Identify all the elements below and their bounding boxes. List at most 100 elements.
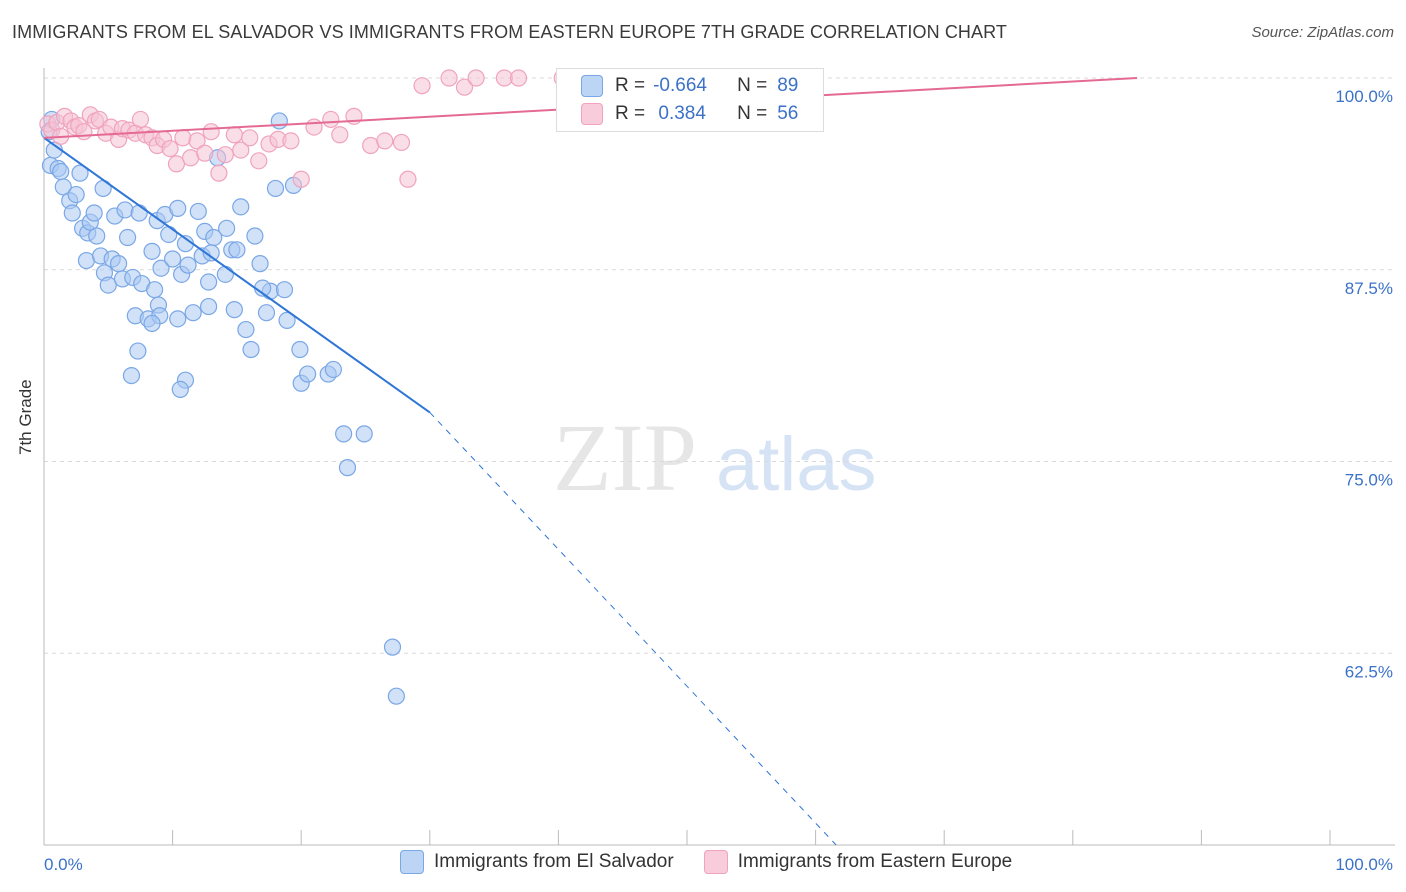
- point-el-salvador: [355, 425, 373, 443]
- point-el-salvador: [200, 273, 218, 291]
- y-axis-label: 7th Grade: [16, 379, 35, 455]
- point-el-salvador: [257, 304, 276, 322]
- point-el-salvador: [99, 276, 117, 294]
- point-el-salvador: [143, 242, 161, 260]
- point-eastern-europe: [210, 164, 228, 182]
- legend-label: Immigrants from El Salvador: [434, 851, 674, 872]
- legend-item-el-salvador[interactable]: Immigrants from El Salvador: [400, 850, 674, 874]
- point-el-salvador: [116, 201, 134, 219]
- point-el-salvador: [291, 340, 309, 359]
- trendline-el-salvador-extension: [429, 412, 837, 846]
- point-el-salvador: [228, 241, 246, 259]
- point-el-salvador: [164, 250, 182, 268]
- point-el-salvador: [169, 310, 187, 328]
- point-eastern-europe: [399, 170, 417, 188]
- point-eastern-europe: [455, 78, 474, 96]
- point-el-salvador: [299, 365, 317, 383]
- point-eastern-europe: [167, 155, 186, 173]
- stats-n-value: 89: [777, 75, 799, 96]
- point-el-salvador: [171, 380, 189, 399]
- legend-swatch-blue: [400, 850, 424, 874]
- point-eastern-europe: [225, 126, 243, 144]
- point-eastern-europe: [282, 132, 300, 150]
- point-el-salvador: [242, 340, 260, 359]
- stats-swatch-blue: [581, 75, 603, 97]
- point-eastern-europe: [232, 141, 250, 159]
- x-tick-label: 0.0%: [44, 855, 83, 874]
- point-el-salvador: [383, 638, 402, 656]
- point-eastern-europe: [250, 152, 268, 170]
- stats-r-value: 0.384: [653, 103, 706, 124]
- point-el-salvador: [179, 256, 197, 274]
- point-eastern-europe: [440, 69, 458, 87]
- point-eastern-europe: [241, 129, 259, 147]
- chart-title: IMMIGRANTS FROM EL SALVADOR VS IMMIGRANT…: [12, 22, 1008, 42]
- point-el-salvador: [246, 227, 264, 245]
- point-eastern-europe: [196, 144, 214, 162]
- point-eastern-europe: [292, 170, 310, 188]
- point-el-salvador: [130, 204, 148, 222]
- point-el-salvador: [324, 360, 342, 379]
- point-eastern-europe: [182, 149, 200, 167]
- point-el-salvador: [77, 251, 96, 270]
- point-eastern-europe: [131, 110, 150, 129]
- stats-r-label: R =: [615, 103, 646, 124]
- point-eastern-europe: [509, 69, 528, 87]
- watermark-zip: ZIP: [553, 404, 697, 511]
- point-el-salvador: [225, 301, 243, 319]
- point-eastern-europe: [174, 129, 192, 147]
- stats-n-label: N =: [737, 75, 768, 96]
- stats-box: R = -0.664 N = 89 R = 0.384 N = 56: [556, 68, 824, 132]
- point-eastern-europe: [413, 77, 431, 95]
- point-el-salvador: [275, 281, 294, 299]
- point-eastern-europe: [161, 139, 179, 158]
- point-el-salvador: [184, 304, 202, 322]
- point-el-salvador: [202, 244, 220, 262]
- point-el-salvador: [67, 185, 85, 204]
- trendline-el-salvador: [43, 137, 431, 414]
- point-el-salvador: [143, 314, 161, 333]
- stats-n-label: N =: [737, 103, 768, 124]
- watermark-atlas: atlas: [716, 422, 877, 507]
- legend-swatch-pink: [703, 850, 728, 874]
- point-el-salvador: [266, 179, 285, 198]
- point-el-salvador: [54, 178, 72, 196]
- stats-r-value: -0.664: [653, 75, 707, 96]
- source-label: Source: ZipAtlas.com: [1251, 24, 1394, 41]
- point-el-salvador: [232, 198, 250, 216]
- point-el-salvador: [63, 204, 81, 222]
- stats-row-blue: R = -0.664 N = 89: [581, 73, 798, 99]
- point-el-salvador: [152, 259, 170, 277]
- y-tick-label: 75.0%: [1345, 471, 1393, 490]
- point-eastern-europe: [392, 133, 411, 152]
- point-eastern-europe: [305, 118, 323, 136]
- y-tick-label: 100.0%: [1335, 87, 1393, 106]
- stats-row-pink: R = 0.384 N = 56: [581, 101, 798, 127]
- y-tick-label: 87.5%: [1345, 279, 1393, 298]
- point-el-salvador: [335, 425, 353, 443]
- point-eastern-europe: [322, 110, 340, 129]
- point-el-salvador: [160, 225, 178, 244]
- stats-swatch-pink: [581, 103, 603, 125]
- point-el-salvador: [251, 255, 269, 273]
- point-el-salvador: [71, 164, 89, 182]
- point-el-salvador: [85, 204, 103, 222]
- point-el-salvador: [52, 162, 70, 181]
- y-tick-label: 62.5%: [1345, 662, 1393, 681]
- point-el-salvador: [387, 687, 405, 705]
- point-el-salvador: [122, 366, 141, 385]
- point-el-salvador: [145, 281, 164, 299]
- point-el-salvador: [109, 255, 128, 273]
- point-el-salvador: [218, 219, 236, 237]
- point-el-salvador: [88, 227, 106, 245]
- point-el-salvador: [129, 342, 147, 360]
- point-eastern-europe: [331, 126, 349, 144]
- x-tick-label: 100.0%: [1335, 855, 1393, 874]
- point-el-salvador: [169, 199, 187, 217]
- point-el-salvador: [216, 265, 234, 283]
- point-eastern-europe: [467, 69, 485, 87]
- point-el-salvador: [338, 459, 357, 477]
- legend-item-eastern-europe[interactable]: Immigrants from Eastern Europe: [703, 850, 1012, 874]
- point-eastern-europe: [188, 132, 206, 150]
